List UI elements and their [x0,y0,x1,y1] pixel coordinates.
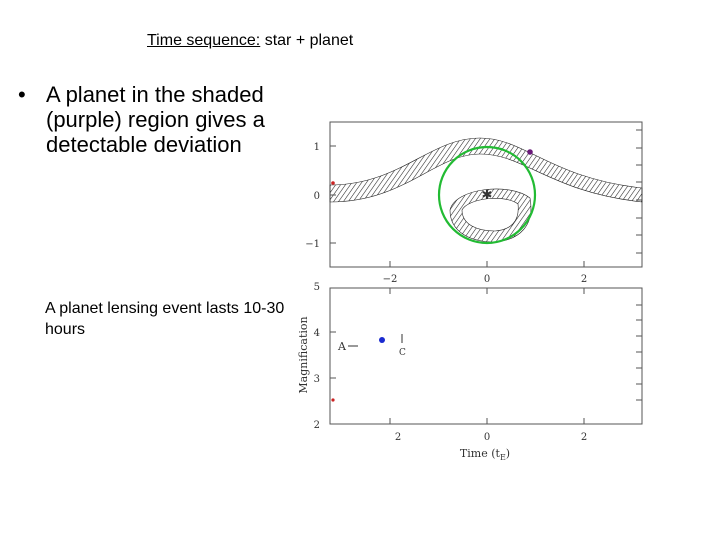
bottom-panel-frame [329,287,643,425]
bottom-ytick: 4 [314,328,320,339]
top-xtick: −2 [383,274,398,285]
bottom-panel: 5 4 3 2 Magnification 2 0 2 Time (tE) A … [297,282,643,462]
marker-c-label: C [399,348,406,358]
title-underlined: Time sequence: [147,32,261,49]
light-curve-point-red [331,398,335,402]
duration-note: A planet lensing event lasts 10-30 hours [45,300,285,338]
planet-dot [527,149,533,155]
xlabel-main: Time (t [460,447,501,460]
marker-a-label: A [337,340,347,353]
top-ytick: 1 [314,142,320,153]
star-icon: ✱ [482,188,493,203]
top-xtick: 2 [581,274,587,285]
bottom-xtick: 2 [581,432,587,443]
bullet-marker: • [18,82,26,107]
bottom-xtick: 0 [484,432,490,443]
bottom-xtick: 2 [395,432,401,443]
title-rest: star + planet [260,32,354,49]
bullet-text: A planet in the shaded (purple) region g… [46,82,265,157]
detection-band [329,137,643,203]
slide-title: Time sequence: star + planet [147,32,353,50]
bottom-ytick: 5 [314,282,320,293]
bottom-ytick: 3 [314,374,320,385]
xlabel-sub: E [500,453,506,462]
top-panel: ✱ 1 0 −1 −2 0 2 [305,121,643,285]
bottom-ytick: 2 [314,420,320,431]
bottom-xlabel: Time (tE) [460,447,510,462]
light-curve-point-blue [379,337,385,343]
lensing-figure: ✱ 1 0 −1 −2 0 2 [297,121,643,462]
top-ytick: 0 [314,191,320,202]
top-ytick: −1 [305,239,320,250]
source-start-dot [331,181,335,185]
top-right-ticks [636,129,642,254]
lower-crescent [449,188,532,243]
top-xtick: 0 [484,274,490,285]
bottom-ylabel: Magnification [297,316,310,393]
einstein-ring [437,145,537,245]
bottom-right-ticks [330,288,642,424]
xlabel-close: ) [506,447,510,460]
